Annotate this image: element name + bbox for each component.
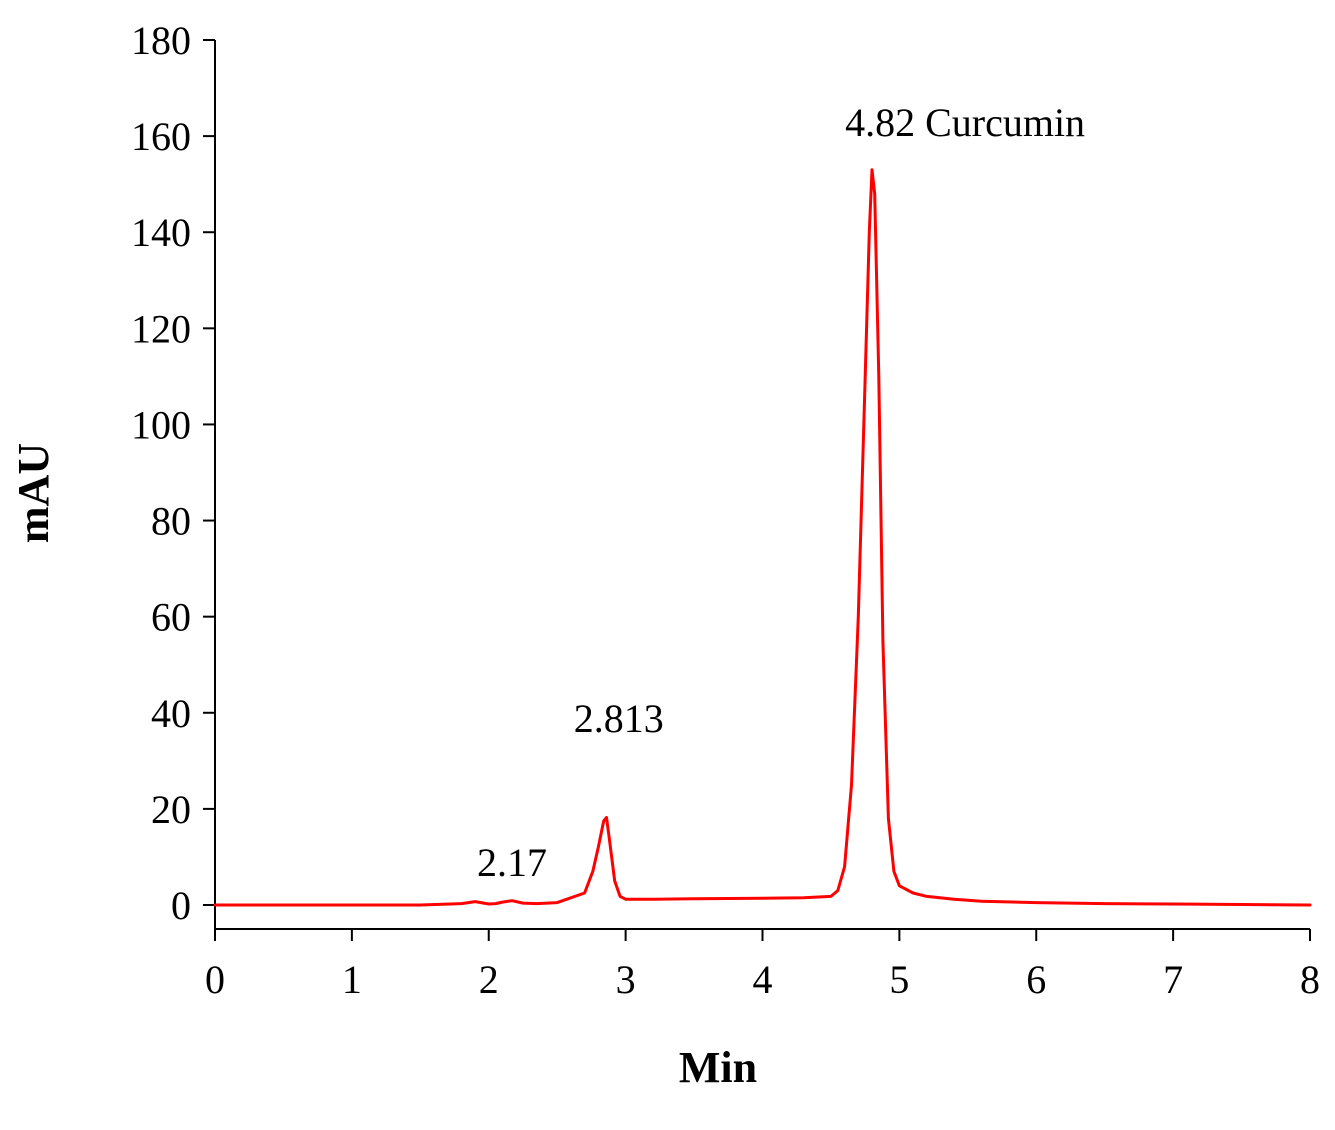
y-tick-label: 80 (151, 499, 191, 544)
peak-annotation: 4.82 Curcumin (845, 100, 1085, 145)
y-tick-label: 40 (151, 691, 191, 736)
y-tick-label: 0 (171, 883, 191, 928)
x-tick-label: 3 (616, 957, 636, 1002)
x-axis-title: Min (679, 1043, 757, 1092)
x-tick-label: 2 (479, 957, 499, 1002)
series-layer (213, 168, 1312, 907)
y-tick-label: 20 (151, 787, 191, 832)
annotations-layer: 2.17 2.813 4.82 Curcumin (477, 100, 1085, 885)
x-tick-label: 8 (1300, 957, 1320, 1002)
x-tick-label: 6 (1026, 957, 1046, 1002)
y-tick-label: 180 (131, 18, 191, 63)
y-tick-label: 60 (151, 595, 191, 640)
x-tick-label: 5 (889, 957, 909, 1002)
peak-annotation: 2.17 (477, 840, 547, 885)
x-tick-label: 1 (342, 957, 362, 1002)
y-axis-title: mAU (9, 443, 58, 543)
x-tick-label: 7 (1163, 957, 1183, 1002)
y-tick-label: 140 (131, 210, 191, 255)
peak-annotation: 2.813 (574, 696, 664, 741)
x-tick-label: 0 (205, 957, 225, 1002)
x-tick-label: 4 (753, 957, 773, 1002)
y-tick-label: 120 (131, 306, 191, 351)
y-tick-label: 100 (131, 402, 191, 447)
y-tick-label: 160 (131, 114, 191, 159)
series-line (213, 168, 1312, 907)
